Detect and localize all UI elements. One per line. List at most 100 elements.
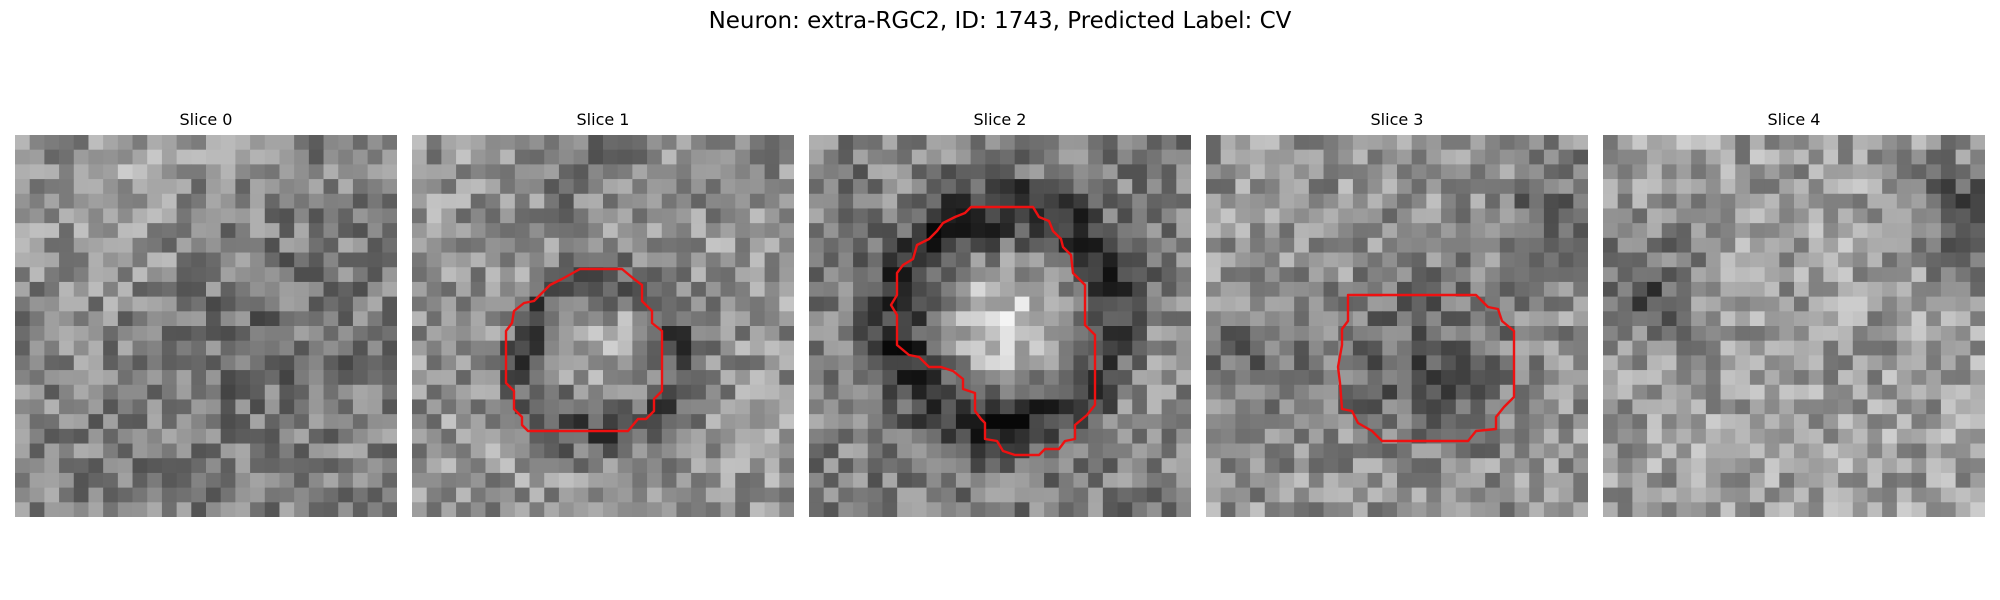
- pixel: [206, 237, 222, 253]
- pixel: [1073, 311, 1089, 327]
- pixel: [1058, 311, 1074, 327]
- pixel: [1441, 458, 1457, 474]
- pixel: [1441, 208, 1457, 224]
- pixel: [1088, 502, 1104, 517]
- pixel: [1132, 223, 1148, 239]
- pixel: [88, 384, 104, 400]
- pixel: [426, 340, 442, 356]
- pixel: [470, 355, 486, 371]
- pixel: [1470, 370, 1486, 386]
- pixel: [1000, 223, 1016, 239]
- pixel: [1705, 340, 1721, 356]
- pixel: [1132, 502, 1148, 517]
- pixel: [1735, 223, 1751, 239]
- pixel: [1235, 149, 1251, 165]
- pixel: [1499, 487, 1515, 503]
- pixel: [1779, 164, 1795, 180]
- pixel: [970, 237, 986, 253]
- pixel: [705, 237, 721, 253]
- pixel: [970, 443, 986, 459]
- pixel: [1235, 326, 1251, 342]
- pixel: [1896, 370, 1912, 386]
- pixel: [926, 179, 942, 195]
- pixel: [911, 311, 927, 327]
- pixel: [426, 193, 442, 209]
- pixel: [647, 281, 663, 298]
- pixel: [1735, 135, 1751, 151]
- pixel: [1029, 399, 1045, 415]
- pixel: [103, 179, 119, 195]
- pixel: [1955, 179, 1971, 195]
- pixel: [1514, 311, 1530, 327]
- pixel: [1603, 281, 1619, 298]
- pixel: [235, 340, 251, 356]
- pixel: [15, 355, 31, 371]
- pixel: [352, 311, 369, 327]
- pixel: [1088, 179, 1104, 195]
- pixel: [1691, 223, 1707, 239]
- pixel: [897, 296, 913, 312]
- pixel: [132, 164, 148, 180]
- pixel: [1779, 355, 1795, 371]
- pixel: [367, 281, 383, 298]
- pixel: [955, 164, 972, 180]
- pixel: [1426, 370, 1442, 386]
- pixel: [441, 458, 457, 474]
- pixel: [1749, 355, 1766, 371]
- pixel: [779, 135, 794, 151]
- pixel: [1470, 472, 1486, 489]
- pixel: [367, 487, 383, 503]
- pixel: [749, 487, 766, 503]
- pixel: [1573, 326, 1588, 342]
- pixel: [1176, 502, 1191, 517]
- pixel: [15, 208, 31, 224]
- pixel: [867, 252, 883, 268]
- pixel: [1603, 487, 1619, 503]
- pixel: [1940, 164, 1957, 180]
- pixel: [323, 223, 339, 239]
- pixel: [132, 296, 148, 312]
- pixel: [1720, 193, 1736, 209]
- pixel: [1470, 164, 1486, 180]
- pixel: [1838, 193, 1854, 209]
- pixel: [1441, 281, 1457, 298]
- pixel: [88, 164, 104, 180]
- pixel: [1514, 384, 1530, 400]
- pixel: [514, 340, 530, 356]
- pixel: [338, 355, 354, 371]
- pixel: [1617, 296, 1633, 312]
- pixel: [1632, 414, 1648, 430]
- pixel: [676, 311, 692, 327]
- pixel: [1529, 208, 1545, 224]
- pixel: [1206, 267, 1222, 283]
- pixel: [338, 135, 354, 151]
- pixel: [500, 487, 516, 503]
- pixel: [117, 193, 133, 209]
- pixel: [1029, 458, 1045, 474]
- pixel: [308, 414, 324, 430]
- pixel: [1676, 135, 1692, 151]
- pixel: [603, 472, 619, 489]
- pixel: [1794, 281, 1810, 298]
- pixel: [1676, 179, 1692, 195]
- pixel: [955, 443, 972, 459]
- pixel: [1514, 458, 1530, 474]
- pixel: [161, 208, 178, 224]
- pixel: [1926, 326, 1942, 342]
- pixel: [705, 252, 721, 268]
- pixel: [426, 252, 442, 268]
- pixel: [1235, 458, 1251, 474]
- pixel: [970, 428, 986, 444]
- pixel: [809, 179, 825, 195]
- pixel: [926, 164, 942, 180]
- pixel: [1382, 326, 1398, 342]
- pixel: [1911, 443, 1927, 459]
- pixel: [1235, 399, 1251, 415]
- pixel: [1705, 326, 1721, 342]
- pixel: [558, 487, 575, 503]
- pixel: [1617, 193, 1633, 209]
- pixel: [1852, 326, 1868, 342]
- slice-panel-3: Slice 3: [1206, 110, 1588, 517]
- pixel: [1911, 149, 1927, 165]
- pixel: [661, 252, 677, 268]
